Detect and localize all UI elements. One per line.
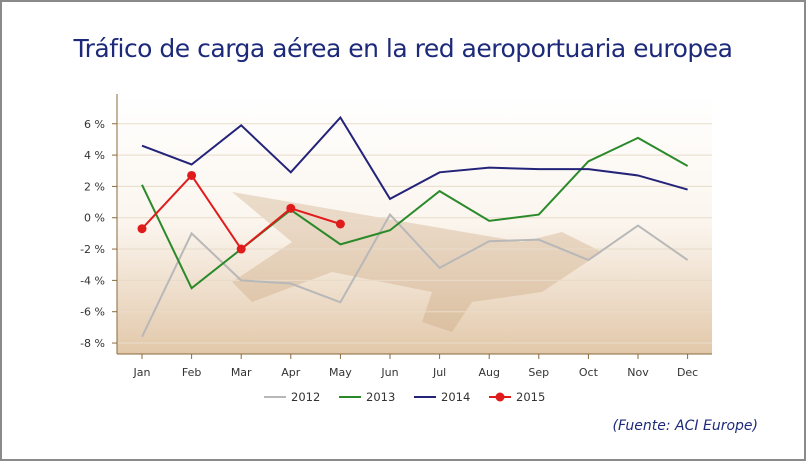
x-tick-label: Jul bbox=[432, 366, 446, 379]
x-tick-label: Feb bbox=[182, 366, 201, 379]
x-tick-label: May bbox=[329, 366, 352, 379]
x-tick-label: Sep bbox=[528, 366, 549, 379]
y-tick-label: -4 % bbox=[80, 274, 105, 287]
series-line-2014 bbox=[141, 115, 688, 201]
source-note: (Fuente: ACI Europe) bbox=[612, 418, 758, 434]
plot-area bbox=[117, 94, 712, 354]
data-point-2015 bbox=[137, 224, 147, 234]
y-tick-label: -8 % bbox=[80, 337, 105, 350]
data-point-2015 bbox=[236, 244, 246, 254]
data-point-2015 bbox=[187, 170, 197, 180]
x-tick-label: Nov bbox=[627, 366, 649, 379]
legend-label-2013: 2013 bbox=[366, 390, 395, 404]
x-tick-label: Jun bbox=[380, 366, 398, 379]
y-tick-label: -2 % bbox=[80, 243, 105, 256]
airplane-watermark bbox=[232, 192, 602, 332]
x-tick-label: Jan bbox=[133, 366, 151, 379]
legend-label-2014: 2014 bbox=[441, 390, 470, 404]
x-tick-label: Aug bbox=[478, 366, 499, 379]
y-tick-label: 6 % bbox=[84, 118, 105, 131]
series-line-2012 bbox=[141, 212, 689, 338]
x-tick-label: Dec bbox=[677, 366, 698, 379]
series-line-2013 bbox=[141, 136, 689, 290]
y-tick-label: -6 % bbox=[80, 306, 105, 319]
x-tick-label: Oct bbox=[579, 366, 599, 379]
y-tick-label: 2 % bbox=[84, 180, 105, 193]
y-tick-label: 0 % bbox=[84, 212, 105, 225]
chart-title: Tráfico de carga aérea en la red aeropor… bbox=[73, 34, 734, 63]
x-tick-label: Apr bbox=[281, 366, 301, 379]
y-tick-label: 4 % bbox=[84, 149, 105, 162]
legend-label-2015: 2015 bbox=[516, 390, 545, 404]
data-point-2015 bbox=[335, 219, 345, 229]
x-tick-label: Mar bbox=[231, 366, 252, 379]
legend-label-2012: 2012 bbox=[291, 390, 320, 404]
legend-marker-2015 bbox=[495, 392, 505, 402]
data-point-2015 bbox=[286, 203, 296, 213]
